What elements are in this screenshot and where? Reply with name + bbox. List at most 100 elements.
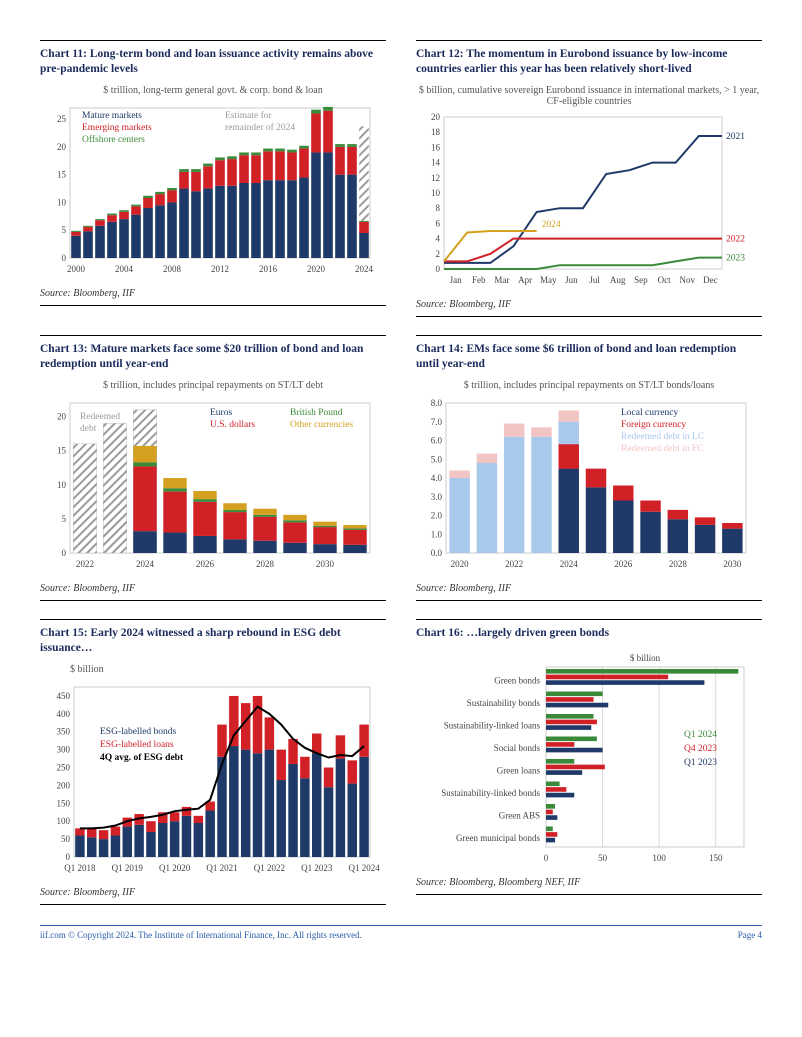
svg-text:250: 250 [57,762,71,772]
svg-text:Feb: Feb [472,275,486,285]
svg-text:Redeemed debt in LC: Redeemed debt in LC [621,432,704,442]
svg-text:350: 350 [57,726,71,736]
svg-text:Mature markets: Mature markets [82,111,142,121]
svg-text:remainder of 2024: remainder of 2024 [225,122,295,133]
svg-text:Q1 2022: Q1 2022 [254,863,285,873]
svg-text:2023: 2023 [726,253,745,263]
svg-text:Jul: Jul [589,275,600,285]
svg-text:Q1 2019: Q1 2019 [112,863,144,873]
chart-15-title: Chart 15: Early 2024 witnessed a sharp r… [40,626,386,656]
svg-text:2022: 2022 [505,559,523,569]
svg-text:2020: 2020 [307,264,326,274]
svg-text:British Pound: British Pound [290,408,343,418]
svg-text:Green municipal bonds: Green municipal bonds [456,832,540,842]
svg-text:2028: 2028 [669,559,688,569]
svg-text:Q1 2024: Q1 2024 [684,730,717,740]
svg-text:Q1 2024: Q1 2024 [348,863,380,873]
svg-text:Emerging markets: Emerging markets [82,123,152,133]
chart-11-svg: 05101520252000200420082012201620202024Ma… [40,100,380,280]
svg-text:Q1 2021: Q1 2021 [206,863,237,873]
svg-text:2020: 2020 [451,559,470,569]
svg-text:Redeemed debt in FC: Redeemed debt in FC [621,444,704,454]
svg-text:Mar: Mar [494,275,509,285]
svg-text:200: 200 [57,780,71,790]
svg-text:2008: 2008 [163,264,182,274]
svg-text:ESG-labelled bonds: ESG-labelled bonds [100,727,177,737]
svg-text:2012: 2012 [211,264,229,274]
svg-text:50: 50 [598,853,608,863]
svg-text:Foreign currency: Foreign currency [621,420,686,430]
svg-text:Q4 2023: Q4 2023 [684,744,717,754]
svg-text:2021: 2021 [726,132,745,142]
svg-text:Other currencies: Other currencies [290,420,353,430]
svg-text:2024: 2024 [136,559,155,569]
svg-text:Sustainability-linked bonds: Sustainability-linked bonds [441,787,540,797]
chart-11-title: Chart 11: Long-term bond and loan issuan… [40,47,386,77]
chart-14-subtitle: $ trillion, includes principal repayment… [416,380,762,391]
svg-text:14: 14 [431,157,441,167]
svg-text:18: 18 [431,127,441,137]
svg-text:450: 450 [57,691,71,701]
svg-text:20: 20 [57,411,67,421]
svg-text:10: 10 [57,480,67,490]
chart-14: Chart 14: EMs face some $6 trillion of b… [416,335,762,601]
svg-text:0: 0 [66,852,71,862]
svg-text:20: 20 [57,142,67,152]
chart-12: Chart 12: The momentum in Eurobond issua… [416,40,762,317]
svg-text:May: May [540,275,557,285]
svg-text:Green ABS: Green ABS [499,810,540,820]
chart-11-subtitle: $ trillion, long-term general govt. & co… [40,85,386,96]
svg-text:15: 15 [57,445,67,455]
chart-11: Chart 11: Long-term bond and loan issuan… [40,40,386,317]
chart-11-source: Source: Bloomberg, IIF [40,284,386,306]
chart-13-svg: 0510152020222024202620282030Redeemeddebt… [40,395,380,575]
svg-text:2022: 2022 [76,559,94,569]
svg-text:4Q avg. of ESG debt: 4Q avg. of ESG debt [100,753,184,763]
chart-12-title: Chart 12: The momentum in Eurobond issua… [416,47,762,77]
svg-text:0: 0 [544,853,549,863]
chart-14-svg: 0.01.02.03.04.05.06.07.08.02020202220242… [416,395,756,575]
svg-text:2024: 2024 [355,264,374,274]
chart-15-svg: 050100150200250300350400450Q1 2018Q1 201… [40,679,380,879]
svg-text:2000: 2000 [67,264,86,274]
svg-text:15: 15 [57,170,67,180]
svg-text:2: 2 [436,249,441,259]
svg-text:Q1 2023: Q1 2023 [684,758,717,768]
svg-text:Estimate for: Estimate for [225,110,273,121]
svg-text:2024: 2024 [560,559,579,569]
page-footer: iif.com © Copyright 2024. The Institute … [40,925,762,940]
svg-text:2030: 2030 [723,559,742,569]
svg-text:5: 5 [62,225,67,235]
svg-text:100: 100 [57,816,71,826]
svg-text:Local currency: Local currency [621,408,678,418]
svg-text:50: 50 [61,834,71,844]
svg-text:10: 10 [57,197,67,207]
chart-15-subtitle: $ billion [40,664,386,675]
chart-15-source: Source: Bloomberg, IIF [40,883,386,905]
svg-text:0.0: 0.0 [431,548,443,558]
chart-12-svg: 02468101214161820JanFebMarAprMayJunJulAu… [416,111,756,291]
svg-text:0: 0 [62,548,67,558]
svg-text:Jan: Jan [450,275,462,285]
svg-text:Q1 2023: Q1 2023 [301,863,333,873]
chart-14-title: Chart 14: EMs face some $6 trillion of b… [416,342,762,372]
svg-text:2024: 2024 [542,220,561,230]
svg-text:10: 10 [431,188,441,198]
svg-text:Redeemed: Redeemed [80,412,120,422]
chart-13-source: Source: Bloomberg, IIF [40,579,386,601]
svg-text:150: 150 [709,853,723,863]
chart-13-title: Chart 13: Mature markets face some $20 t… [40,342,386,372]
svg-text:8.0: 8.0 [431,398,443,408]
svg-text:2.0: 2.0 [431,510,443,520]
svg-text:16: 16 [431,142,441,152]
svg-text:8: 8 [436,203,441,213]
svg-text:6: 6 [436,218,441,228]
svg-text:0: 0 [62,253,67,263]
svg-text:25: 25 [57,114,67,124]
svg-text:12: 12 [431,173,440,183]
chart-16-title: Chart 16: …largely driven green bonds [416,626,762,641]
svg-text:$ billion: $ billion [630,653,661,663]
footer-page: Page 4 [738,930,762,940]
svg-text:20: 20 [431,112,441,122]
svg-text:Sustainability bonds: Sustainability bonds [467,697,541,707]
